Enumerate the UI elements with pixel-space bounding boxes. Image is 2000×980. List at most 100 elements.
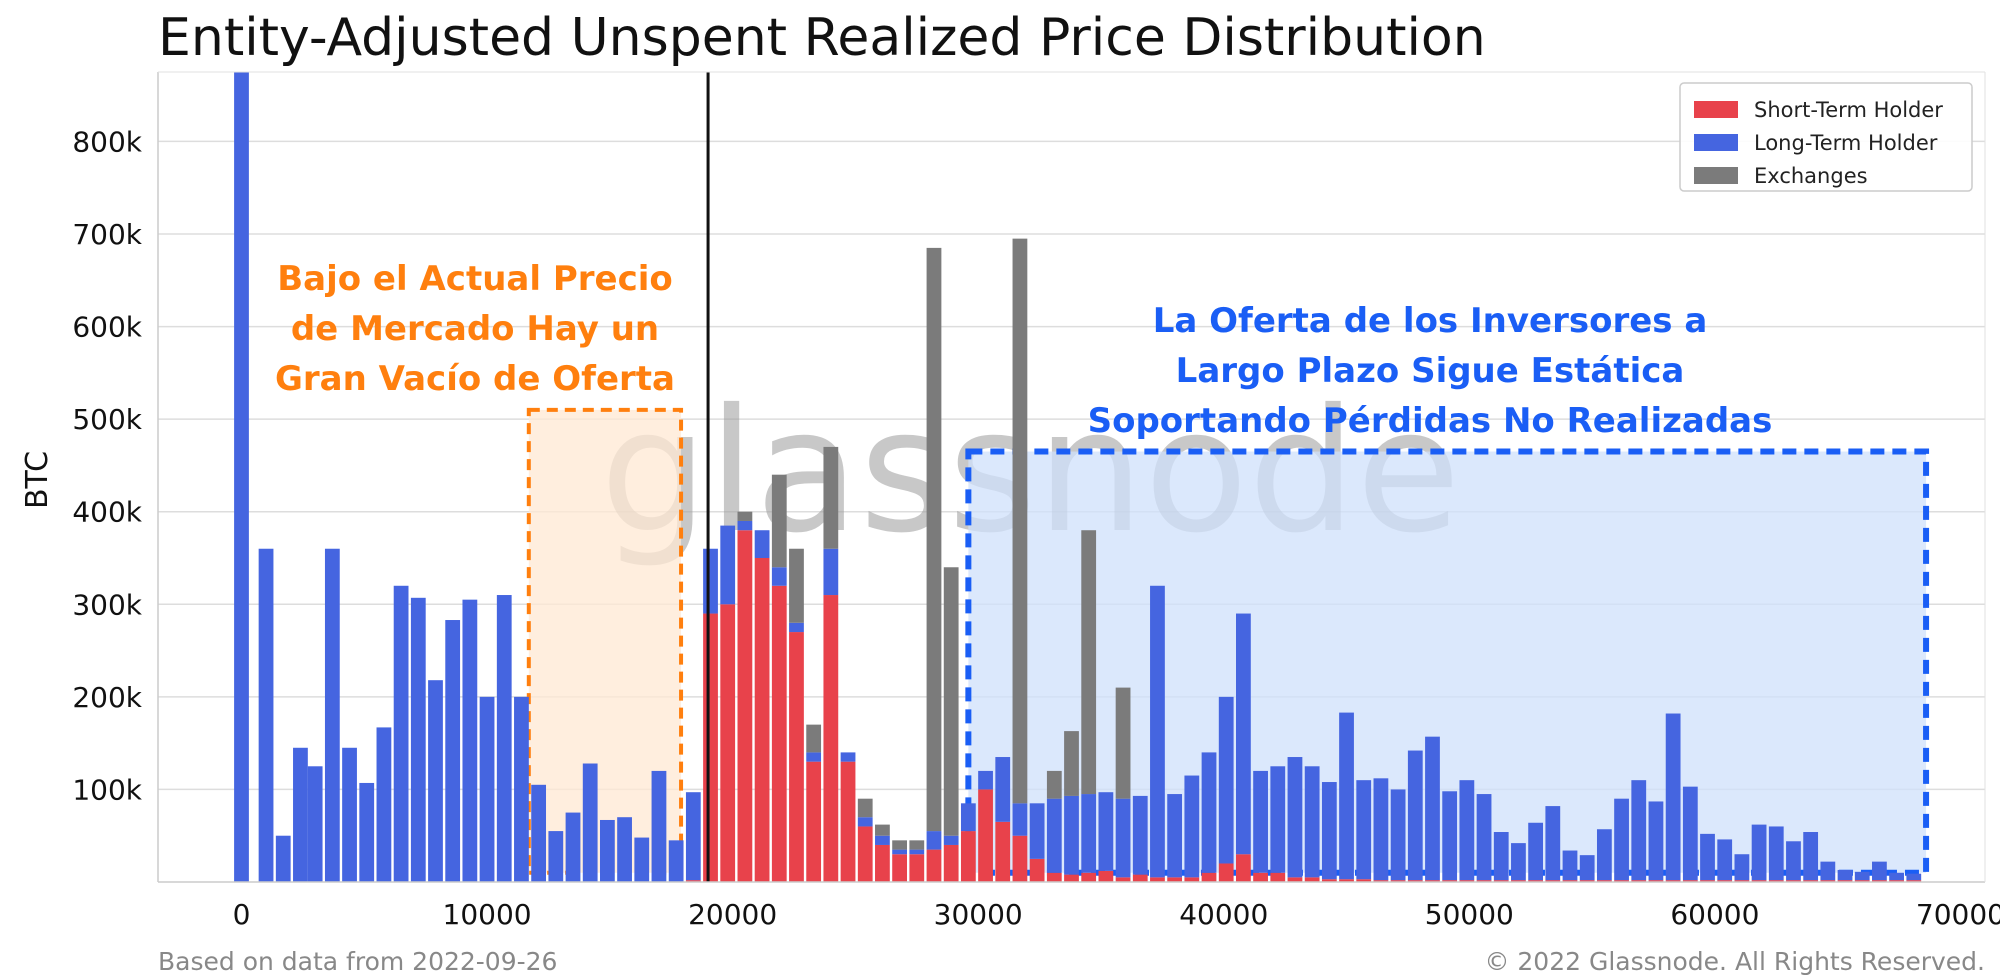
bar-long-term-holder bbox=[1132, 795, 1148, 875]
bar-long-term-holder bbox=[514, 696, 529, 882]
x-tick-label: 70000 bbox=[1916, 898, 2000, 931]
x-ticks: 0 10000 20000 30000 40000 50000 60000 70000 bbox=[233, 898, 2000, 931]
bar-long-term-holder bbox=[324, 548, 340, 882]
bar-long-term-holder bbox=[978, 770, 993, 790]
bar-long-term-holder bbox=[1442, 791, 1458, 881]
bar-long-term-holder bbox=[720, 525, 736, 605]
y-tick-label: 800k bbox=[72, 125, 142, 158]
bar-short-term-holder bbox=[1356, 879, 1372, 882]
annotation-text-line: de Mercado Hay un bbox=[291, 309, 659, 349]
bar-long-term-holder bbox=[393, 585, 409, 882]
bar-long-term-holder bbox=[875, 835, 890, 845]
y-tick-label: 500k bbox=[72, 403, 142, 436]
bar-long-term-holder bbox=[1476, 794, 1492, 881]
bar-short-term-holder bbox=[943, 844, 959, 882]
bar-long-term-holder bbox=[771, 567, 787, 586]
bar-short-term-holder bbox=[1476, 880, 1492, 882]
bar-short-term-holder bbox=[1889, 880, 1904, 882]
y-tick-label: 700k bbox=[72, 218, 142, 251]
bar-long-term-holder bbox=[1046, 798, 1062, 873]
legend-label: Short-Term Holder bbox=[1754, 98, 1943, 122]
legend-box bbox=[1679, 82, 1973, 192]
bar-short-term-holder bbox=[1648, 880, 1664, 882]
bar-short-term-holder bbox=[1339, 879, 1354, 882]
bar-short-term-holder bbox=[1562, 880, 1578, 882]
bar-long-term-holder bbox=[634, 837, 650, 882]
bar-exchanges bbox=[823, 446, 839, 549]
bar-long-term-holder bbox=[960, 803, 976, 832]
bar-long-term-holder bbox=[840, 752, 856, 762]
bar-short-term-holder bbox=[1270, 872, 1286, 882]
bar-long-term-holder bbox=[1700, 833, 1715, 881]
y-tick-label: 400k bbox=[72, 496, 142, 529]
bar-long-term-holder bbox=[1407, 750, 1423, 881]
legend-swatch bbox=[1694, 167, 1738, 184]
bar-long-term-holder bbox=[258, 548, 274, 882]
bar-exchanges bbox=[857, 798, 873, 818]
bar-short-term-holder bbox=[1132, 874, 1148, 882]
bar-exchanges bbox=[926, 247, 942, 832]
bar-exchanges bbox=[892, 840, 907, 850]
bar-short-term-holder bbox=[823, 595, 839, 882]
bar-long-term-holder bbox=[789, 622, 804, 633]
bar-short-term-holder bbox=[1081, 872, 1097, 882]
bar-short-term-holder bbox=[1717, 880, 1733, 882]
bar-short-term-holder bbox=[1803, 880, 1819, 882]
bar-exchanges bbox=[771, 474, 787, 568]
bar-short-term-holder bbox=[1115, 877, 1131, 882]
bar-short-term-holder bbox=[1596, 880, 1612, 882]
bar-long-term-holder bbox=[531, 784, 547, 882]
y-tick-label: 100k bbox=[72, 773, 142, 806]
bar-long-term-holder bbox=[1872, 861, 1887, 881]
bar-exchanges bbox=[1046, 770, 1062, 799]
bar-short-term-holder bbox=[1064, 874, 1079, 882]
bar-long-term-holder bbox=[1287, 757, 1303, 878]
bar-long-term-holder bbox=[1854, 871, 1870, 881]
bar-long-term-holder bbox=[1339, 712, 1354, 880]
bar-short-term-holder bbox=[1751, 880, 1767, 882]
bar-short-term-holder bbox=[1442, 880, 1458, 882]
legend-swatch bbox=[1694, 101, 1738, 118]
bar-short-term-holder bbox=[1786, 880, 1801, 882]
bar-long-term-holder bbox=[685, 792, 701, 881]
bar-short-term-holder bbox=[960, 831, 976, 882]
bar-long-term-holder bbox=[1201, 752, 1217, 873]
x-tick-label: 50000 bbox=[1425, 898, 1514, 931]
y-tick-label: 600k bbox=[72, 311, 142, 344]
bar-long-term-holder bbox=[1493, 832, 1509, 881]
bar-long-term-holder bbox=[1167, 794, 1183, 878]
annotation-text-line: Largo Plazo Sigue Estática bbox=[1176, 351, 1685, 391]
bar-long-term-holder bbox=[1614, 798, 1629, 881]
bar-short-term-holder bbox=[1304, 877, 1320, 882]
bar-short-term-holder bbox=[1631, 880, 1647, 882]
bar-short-term-holder bbox=[806, 761, 822, 882]
bar-exchanges bbox=[1115, 687, 1131, 799]
bar-long-term-holder bbox=[565, 812, 581, 882]
bar-long-term-holder bbox=[1768, 826, 1784, 881]
annotations: Bajo el Actual Precio de Mercado Hay un Gr… bbox=[275, 259, 1772, 441]
bar-long-term-holder bbox=[1390, 789, 1406, 881]
bar-long-term-holder bbox=[1459, 780, 1475, 881]
bar-long-term-holder bbox=[275, 835, 291, 882]
bar-long-term-holder bbox=[342, 747, 357, 882]
bar-short-term-holder bbox=[1407, 880, 1423, 882]
bar-short-term-holder bbox=[1373, 880, 1389, 882]
bar-exchanges bbox=[1064, 731, 1079, 796]
annotation-text-line: Soportando Pérdidas No Realizadas bbox=[1088, 401, 1773, 441]
bar-short-term-holder bbox=[978, 789, 993, 882]
bar-long-term-holder bbox=[943, 835, 959, 845]
y-axis-label: BTC bbox=[20, 451, 55, 509]
bar-long-term-holder bbox=[1562, 850, 1578, 881]
bar-long-term-holder bbox=[1029, 803, 1045, 859]
bar-long-term-holder bbox=[668, 840, 684, 882]
bar-exchanges bbox=[1012, 238, 1028, 804]
bar-short-term-holder bbox=[1906, 880, 1922, 882]
bar-long-term-holder bbox=[1717, 839, 1733, 881]
annotation-text-line: Bajo el Actual Precio bbox=[277, 259, 673, 299]
bar-long-term-holder bbox=[1786, 841, 1801, 881]
bar-short-term-holder bbox=[857, 826, 873, 882]
bar-long-term-holder bbox=[1596, 829, 1612, 881]
bar-long-term-holder bbox=[1579, 855, 1595, 881]
bar-short-term-holder bbox=[926, 849, 942, 882]
bar-short-term-holder bbox=[1872, 880, 1887, 882]
